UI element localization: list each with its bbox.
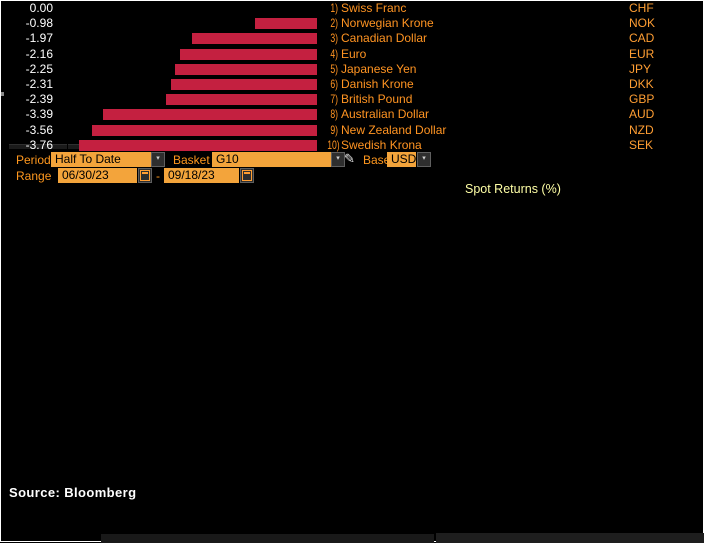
- period-dropdown-button[interactable]: ▾: [151, 152, 165, 167]
- currency-name: Danish Krone: [341, 77, 414, 91]
- bar-value-label: -3.39: [25, 107, 53, 122]
- chart-row: 0.00 1) Swiss Franc CHF: [1, 1, 704, 16]
- tab-stub: [9, 144, 67, 149]
- bar[interactable]: [79, 139, 317, 151]
- bar[interactable]: [255, 18, 317, 30]
- chart-title: Spot Returns (%): [465, 182, 561, 196]
- series-label[interactable]: 10) Swedish Krona: [323, 138, 422, 153]
- base-select[interactable]: USD: [387, 152, 416, 167]
- chart-row: -0.98 2) Norwegian Krone NOK: [1, 16, 704, 31]
- rank-label: 5): [330, 61, 338, 76]
- chart-row: -3.56 9) New Zealand Dollar NZD: [1, 123, 704, 138]
- bottom-bar-segment: [101, 534, 434, 543]
- range-start-input[interactable]: 06/30/23: [58, 168, 137, 183]
- currency-code: NZD: [629, 122, 654, 137]
- currency-code: JPY: [629, 61, 652, 76]
- chart-row: -2.31 6) Danish Krone DKK: [1, 77, 704, 92]
- basket-label: Basket: [173, 153, 210, 167]
- series-label[interactable]: 8) Australian Dollar: [323, 107, 429, 122]
- bar[interactable]: [171, 79, 317, 90]
- series-label[interactable]: 3) Canadian Dollar: [323, 31, 427, 46]
- currency-name: Euro: [341, 46, 367, 61]
- range-end-calendar-button[interactable]: [240, 168, 254, 183]
- chevron-down-icon: ▾: [422, 155, 426, 162]
- basket-dropdown-button[interactable]: ▾: [331, 152, 345, 167]
- range-separator: -: [156, 169, 160, 183]
- base-dropdown-button[interactable]: ▾: [417, 152, 431, 167]
- calendar-icon: [140, 170, 150, 181]
- chevron-down-icon: ▾: [336, 155, 340, 162]
- currency-name: Swedish Krona: [341, 137, 422, 152]
- bar-value-label: 0.00: [29, 1, 53, 15]
- currency-name: Norwegian Krone: [341, 16, 434, 31]
- rank-label: 8): [330, 107, 338, 122]
- series-label[interactable]: 2) Norwegian Krone: [323, 16, 434, 31]
- rank-label: 1): [330, 1, 338, 15]
- currency-name: New Zealand Dollar: [341, 122, 447, 137]
- screen-artifact: [1, 92, 4, 96]
- range-end-input[interactable]: 09/18/23: [164, 168, 239, 183]
- bar[interactable]: [102, 109, 317, 121]
- rank-label: 3): [330, 31, 338, 46]
- bar[interactable]: [92, 124, 317, 136]
- bar-value-label: -0.98: [25, 16, 53, 31]
- chart-row: -1.97 3) Canadian Dollar CAD: [1, 31, 704, 46]
- source-text: Source: Bloomberg: [9, 485, 137, 500]
- bottom-bar-segment: [436, 533, 704, 543]
- series-label[interactable]: 1) Swiss Franc: [323, 1, 406, 16]
- currency-code: CAD: [629, 31, 655, 46]
- rank-label: 2): [330, 16, 338, 31]
- range-start-calendar-button[interactable]: [138, 168, 152, 183]
- currency-code: DKK: [629, 77, 654, 91]
- currency-code: SEK: [629, 137, 654, 152]
- currency-code: NOK: [629, 16, 656, 31]
- basket-select[interactable]: G10: [212, 152, 331, 167]
- period-label: Period: [16, 153, 51, 167]
- period-select[interactable]: Half To Date: [51, 152, 151, 167]
- rank-label: 4): [330, 46, 338, 61]
- calendar-icon: [242, 170, 252, 181]
- currency-code: CHF: [629, 1, 654, 15]
- spot-returns-chart: 0.00 1) Swiss Franc CHF -0.98 2) Norwegian Kro…: [1, 1, 704, 161]
- currency-code: EUR: [629, 46, 655, 61]
- chart-row: -2.16 4) Euro EUR: [1, 47, 704, 62]
- bar-value-label: -2.31: [25, 77, 53, 91]
- rank-label: 9): [330, 122, 338, 137]
- series-label[interactable]: 5) Japanese Yen: [323, 62, 416, 77]
- edit-icon[interactable]: ✎: [344, 151, 355, 166]
- chart-row: -2.39 7) British Pound GBP: [1, 92, 704, 107]
- rank-label: 7): [330, 92, 338, 107]
- currency-name: Australian Dollar: [341, 107, 430, 122]
- series-label[interactable]: 6) Danish Krone: [323, 77, 414, 92]
- bar-value-label: -2.16: [25, 46, 53, 61]
- bar-value-label: -2.39: [25, 92, 53, 107]
- currency-name: Swiss Franc: [341, 1, 407, 15]
- bar-value-label: -3.76: [25, 137, 53, 152]
- bar[interactable]: [180, 48, 317, 60]
- series-label[interactable]: 4) Euro: [323, 47, 366, 62]
- bar-value-label: -2.25: [25, 61, 53, 76]
- currency-code: AUD: [629, 107, 655, 122]
- bar-value-label: -3.56: [25, 122, 53, 137]
- chart-row: -3.39 8) Australian Dollar AUD: [1, 107, 704, 122]
- chevron-down-icon: ▾: [156, 155, 160, 162]
- chart-row: -3.76 10) Swedish Krona SEK: [1, 138, 704, 153]
- currency-name: British Pound: [341, 92, 413, 107]
- range-label: Range: [16, 169, 52, 183]
- bar[interactable]: [165, 94, 317, 106]
- currency-code: GBP: [629, 92, 655, 107]
- currency-name: Japanese Yen: [341, 61, 417, 76]
- rank-label: 6): [330, 77, 338, 91]
- bar[interactable]: [192, 33, 317, 45]
- bar[interactable]: [174, 63, 317, 75]
- bar-value-label: -1.97: [25, 31, 53, 46]
- series-label[interactable]: 9) New Zealand Dollar: [323, 123, 446, 138]
- currency-name: Canadian Dollar: [341, 31, 428, 46]
- base-label: Base: [363, 153, 391, 167]
- series-label[interactable]: 7) British Pound: [323, 92, 412, 107]
- rank-label: 10): [327, 137, 340, 152]
- chart-row: -2.25 5) Japanese Yen JPY: [1, 62, 704, 77]
